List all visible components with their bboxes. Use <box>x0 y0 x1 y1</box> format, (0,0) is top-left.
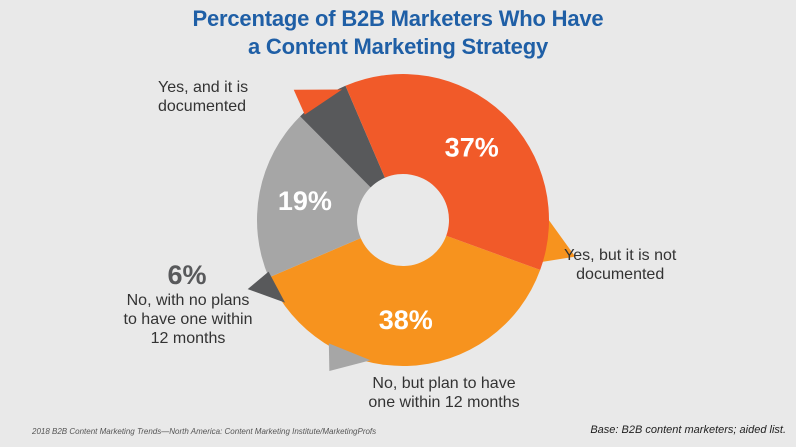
slice-no-plans-value-label: 6% <box>167 260 206 290</box>
slice-plan-to-have-pointer <box>328 343 371 371</box>
slice-plan-to-have <box>257 116 371 278</box>
label-plan-to-have: No, but plan to have one within 12 month… <box>368 375 520 411</box>
chart-title-line-2: a Content Marketing Strategy <box>247 34 548 59</box>
label-yes-not-documented: Yes, but it is not documented <box>564 247 677 283</box>
slice-no-plans-pointer <box>247 271 286 303</box>
slice-plan-to-have-value-label: 19% <box>278 186 332 216</box>
label-no-plans: No, with no plans to have one within 12 … <box>123 292 253 347</box>
chart-title-line-1: Percentage of B2B Marketers Who Have <box>192 6 604 31</box>
slice-yes-documented-pointer <box>293 89 343 115</box>
slice-yes-not-documented <box>268 235 541 366</box>
label-yes-documented: Yes, and it is documented <box>158 79 249 115</box>
slice-no-plans <box>300 85 385 188</box>
base-note: Base: B2B content marketers; aided list. <box>590 424 786 436</box>
slice-yes-not-documented-pointer <box>540 217 576 263</box>
source-note: 2018 B2B Content Marketing Trends—North … <box>32 427 377 436</box>
chart-title: Percentage of B2B Marketers Who Have a C… <box>0 5 796 61</box>
slice-yes-documented <box>345 74 549 270</box>
slice-yes-not-documented-value-label: 38% <box>379 305 433 335</box>
slice-yes-documented-value-label: 37% <box>445 132 499 162</box>
